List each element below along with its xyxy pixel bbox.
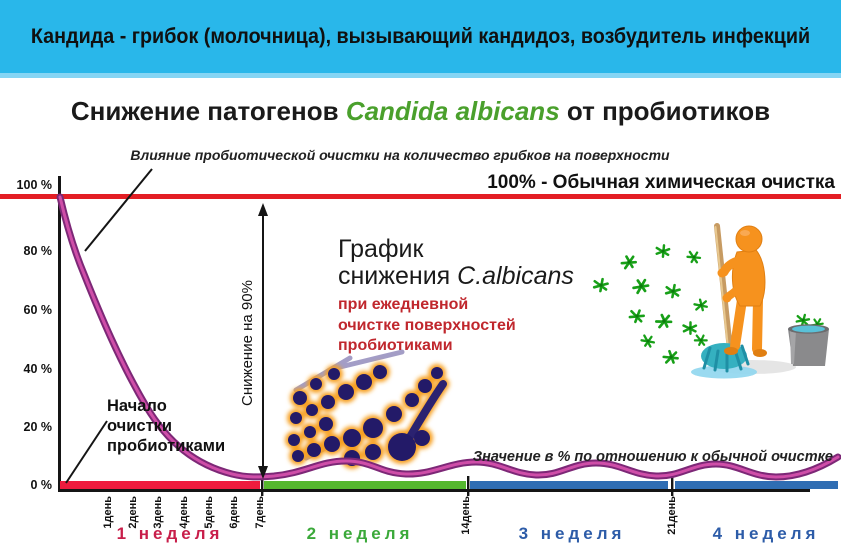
week-label-4: 4 неделя — [712, 524, 820, 543]
y-tick-100: 100 % — [16, 178, 52, 192]
banner-text: Кандида - грибок (молочница), вызывающий… — [30, 24, 811, 48]
y-tick-60: 60 % — [23, 303, 53, 317]
graph-label: График снижения C.albicans — [338, 235, 574, 290]
floor-shadow — [708, 360, 796, 374]
day-label-14: 14день — [460, 496, 472, 535]
water-puddle — [691, 365, 757, 379]
tick-day21 — [671, 476, 674, 496]
week1-bar — [60, 481, 260, 489]
y-axis-line — [58, 176, 61, 492]
start-pointer-line — [65, 420, 108, 484]
tick-day7 — [261, 472, 264, 496]
x-axis-line — [59, 489, 810, 492]
reference-line-label: 100% - Обычная химическая очистка — [487, 172, 835, 193]
reference-line — [0, 194, 841, 199]
day-label-21: 21день — [666, 496, 678, 535]
banner-bottom-strip — [0, 73, 841, 78]
y-tick-0: 0 % — [30, 478, 52, 492]
subtitle-pointer-line — [84, 168, 153, 252]
week-label-3: 3 неделя — [518, 524, 626, 543]
day-label-7: 7день — [254, 496, 266, 529]
tick-day14 — [467, 476, 470, 496]
page-subtitle: Влияние пробиотической очистки на количе… — [130, 147, 670, 163]
y-tick-20: 20 % — [23, 420, 53, 434]
daily-cleaning-note: при ежедневной очистке поверхностей проб… — [338, 296, 516, 354]
top-banner: Кандида - грибок (молочница), вызывающий… — [0, 0, 841, 73]
y-tick-80: 80 % — [23, 244, 53, 258]
y-tick-40: 40 % — [23, 362, 53, 376]
mop-handle — [714, 223, 733, 353]
week-label-2: 2 неделя — [306, 524, 414, 543]
bucket-icon — [788, 324, 829, 366]
page-title: Снижение патогенов Candida albicans от п… — [70, 96, 771, 126]
cleaner-with-mop-icon — [717, 225, 767, 357]
week-label-1: 1 неделя — [116, 524, 224, 543]
species-name: Candida albicans — [345, 96, 560, 126]
species-name-short: C.albicans — [457, 262, 574, 290]
value-note: Значение в % по отношению к обычной очис… — [472, 449, 833, 465]
candida-microscopy-icon — [278, 349, 456, 470]
mop-head — [701, 343, 750, 373]
week3-bar — [470, 481, 668, 489]
week4-bar — [675, 481, 838, 489]
week2-bar — [264, 481, 466, 489]
start-cleaning-note: Начало очистки пробиотиками — [107, 397, 226, 455]
